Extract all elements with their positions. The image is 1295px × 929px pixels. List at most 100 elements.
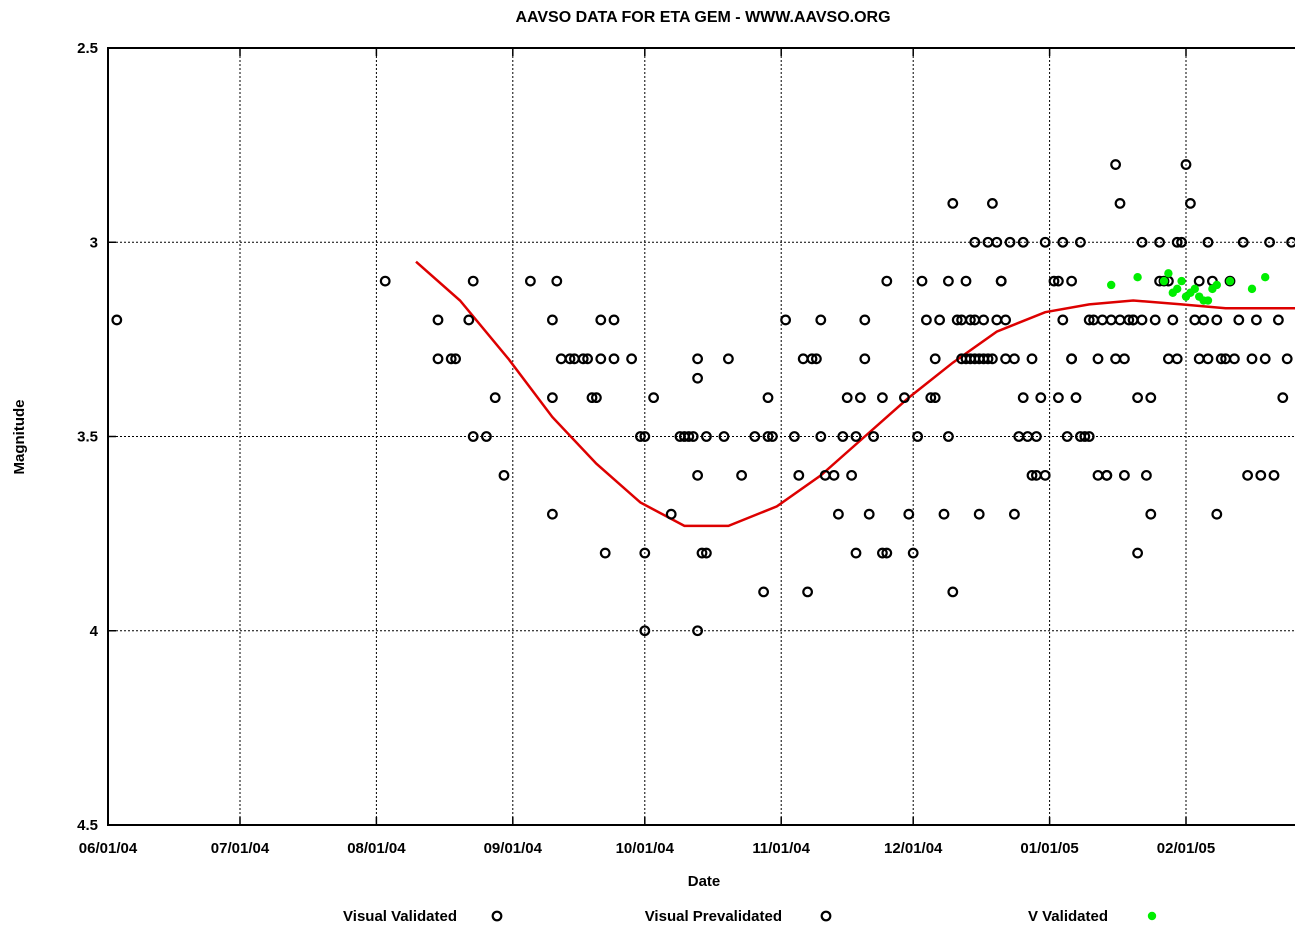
visual-validated-point: [846, 469, 857, 481]
visual-prevalidated-point: [934, 314, 945, 326]
visual-validated-point: [687, 431, 699, 442]
v-validated-point: [1133, 273, 1142, 282]
visual-validated-point: [718, 431, 730, 442]
visual-prevalidated-point: [1162, 353, 1174, 365]
visual-prevalidated-point: [995, 275, 1007, 287]
visual-validated-point: [881, 547, 893, 559]
visual-prevalidated-point: [1193, 275, 1205, 287]
visual-validated-point: [608, 314, 620, 326]
y-tick-label: 3: [90, 234, 98, 251]
legend-visual-validated-label: Visual Validated: [343, 908, 457, 925]
visual-validated-point: [432, 314, 444, 326]
visual-prevalidated-point: [1035, 392, 1047, 404]
visual-prevalidated-point: [1066, 353, 1077, 365]
visual-validated-point: [639, 547, 651, 559]
visual-validated-point: [943, 275, 954, 287]
visual-prevalidated-point: [1079, 431, 1091, 442]
visual-validated-point: [973, 508, 985, 520]
visual-validated-point: [1118, 353, 1130, 365]
visual-validated-point: [1281, 353, 1293, 365]
visual-prevalidated-point: [1286, 236, 1295, 248]
visual-validated-point: [626, 353, 637, 365]
visual-validated-point: [841, 392, 853, 404]
x-tick-label: 09/01/04: [484, 840, 543, 857]
visual-validated-point: [379, 275, 391, 287]
visual-validated-point: [1264, 236, 1275, 248]
visual-validated-point: [921, 314, 932, 326]
legend-v-validated-marker: [1147, 911, 1157, 921]
visual-validated-point: [599, 547, 611, 559]
visual-validated-point: [450, 353, 462, 365]
legend: Visual Validated Visual Prevalidated V Val…: [343, 908, 1157, 925]
visual-validated-point: [789, 431, 800, 442]
visual-validated-point: [467, 431, 479, 442]
trend-line-layer: [415, 260, 1295, 528]
visual-validated-point: [1017, 236, 1029, 248]
visual-validated-point: [445, 353, 457, 365]
visual-validated-point: [877, 392, 888, 404]
visual-validated-point: [749, 431, 761, 442]
visual-prevalidated-point: [1250, 314, 1262, 326]
visual-prevalidated-point: [1176, 236, 1187, 248]
visual-validated-point: [828, 469, 840, 481]
visual-validated-point: [525, 275, 536, 287]
visual-validated-point: [595, 314, 607, 326]
visual-validated-point: [555, 353, 567, 365]
visual-prevalidated-point: [1123, 314, 1135, 326]
visual-validated-point: [943, 431, 954, 442]
visual-validated-point: [1171, 236, 1183, 248]
x-tick-label: 11/01/04: [752, 840, 810, 857]
legend-visual-prevalidated-marker: [820, 910, 832, 922]
visual-validated-point: [481, 431, 492, 442]
visual-prevalidated-point: [1158, 275, 1170, 287]
visual-validated-point: [1132, 547, 1143, 559]
visual-prevalidated-point: [1259, 353, 1271, 365]
visual-validated-point: [1211, 508, 1223, 520]
visual-validated-point: [762, 431, 774, 442]
v-validated-point: [1203, 296, 1213, 305]
visual-validated-point: [877, 547, 888, 559]
v-validated-point: [1159, 276, 1169, 286]
visual-validated-point: [815, 314, 827, 326]
visual-validated-point: [648, 392, 659, 404]
visual-prevalidated-point: [1066, 275, 1077, 287]
visual-prevalidated-point: [1074, 431, 1086, 442]
y-tick-label: 4: [90, 623, 99, 640]
visual-validated-point: [1136, 236, 1148, 248]
visual-validated-point: [665, 508, 677, 520]
visual-prevalidated-point: [1132, 392, 1143, 404]
visual-prevalidated-point: [1030, 431, 1042, 442]
visual-validated-point: [1272, 314, 1284, 326]
visual-prevalidated-point: [1171, 353, 1183, 365]
visual-prevalidated-point: [1048, 275, 1060, 287]
visual-prevalidated-point: [1118, 469, 1130, 481]
visual-validated-point: [586, 392, 598, 404]
visual-validated-point: [881, 275, 893, 287]
visual-prevalidated-point: [987, 353, 998, 365]
visual-validated-point: [916, 275, 928, 287]
visual-validated-point: [1110, 159, 1121, 170]
visual-validated-point: [1114, 197, 1126, 209]
visual-validated-point: [577, 353, 589, 365]
legend-visual-prevalidated-label: Visual Prevalidated: [645, 908, 782, 925]
visual-validated-point: [1000, 353, 1011, 365]
visual-validated-point: [793, 469, 805, 481]
visual-validated-point: [498, 469, 510, 481]
visual-prevalidated-point: [1228, 353, 1240, 365]
visual-validated-point: [802, 586, 813, 598]
visual-validated-point: [855, 392, 866, 404]
visual-prevalidated-point: [1039, 469, 1051, 481]
visual-validated-point: [925, 392, 937, 404]
visual-validated-point: [696, 547, 708, 559]
visual-prevalidated-point: [1101, 469, 1113, 481]
visual-prevalidated-point: [1167, 314, 1179, 326]
visual-validated-point: [639, 431, 651, 442]
visual-validated-point: [912, 431, 923, 442]
x-tick-label: 02/01/05: [1157, 840, 1215, 857]
visual-prevalidated-point: [1198, 314, 1209, 326]
x-tick-label: 10/01/04: [616, 840, 675, 857]
visual-prevalidated-point: [1052, 275, 1064, 287]
v-validated-point: [1212, 280, 1222, 290]
visual-validated-point: [780, 314, 791, 326]
visual-prevalidated-point: [1000, 314, 1011, 326]
